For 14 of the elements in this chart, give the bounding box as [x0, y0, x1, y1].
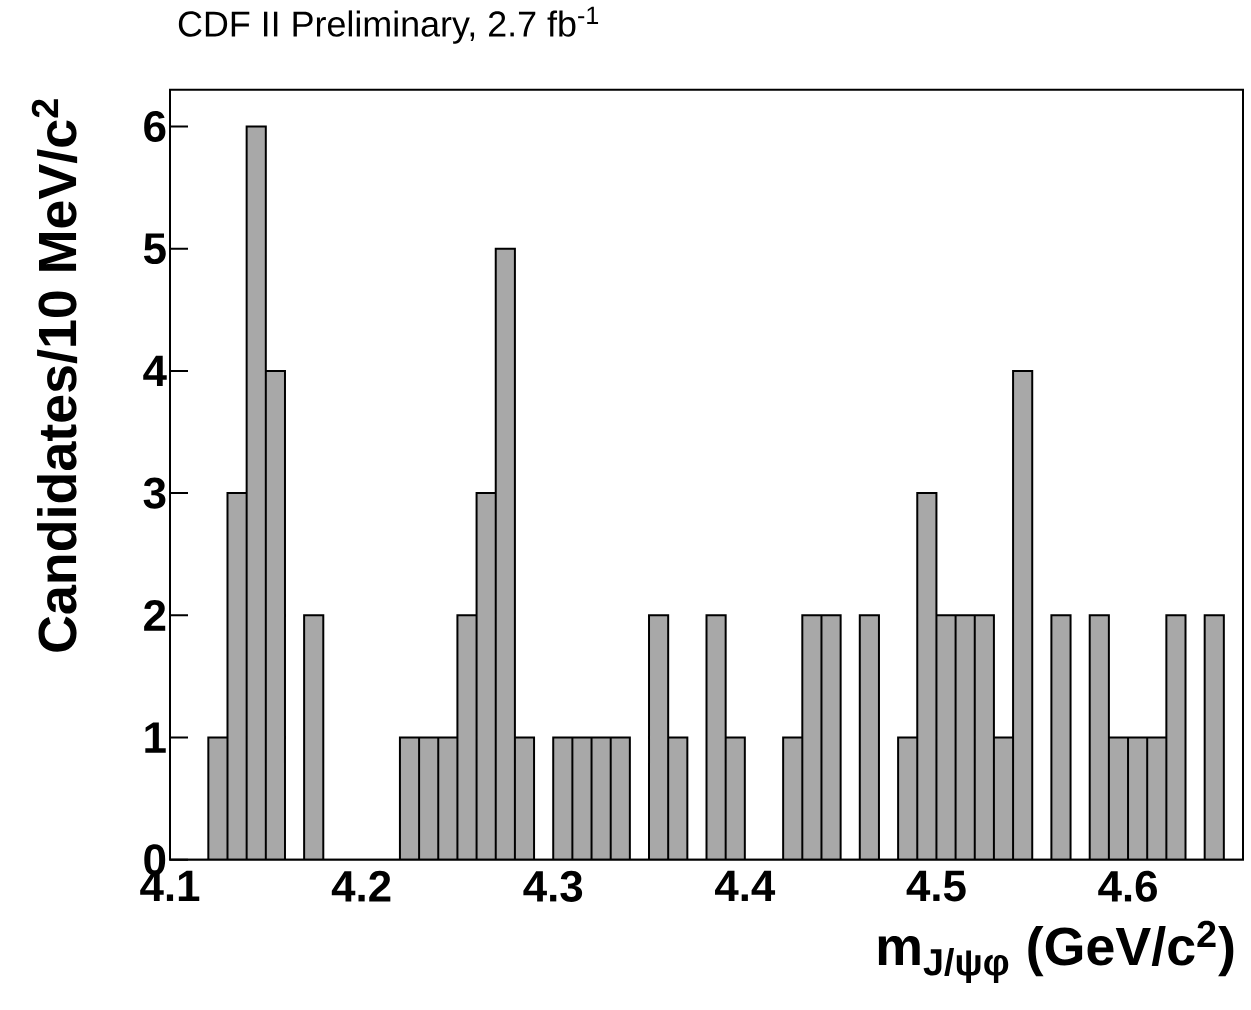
x-tick-label: 4.6 [1098, 870, 1157, 902]
x-tick-label: 4.2 [331, 870, 391, 902]
y-tick-label: 2 [144, 600, 166, 631]
y-axis-title: Candidates/10 MeV/c$^{2}$ [31, 99, 78, 652]
x-axis-title: m$_{J/ψφ}$ (GeV/c$^{2}$) [878, 920, 1234, 984]
x-tick-label: 4.4 [715, 870, 776, 902]
x-tick-label: 4.3 [523, 870, 583, 903]
x-tick-label: 4.5 [906, 870, 966, 902]
y-tick-label: 1 [145, 722, 166, 753]
y-tick-label: 5 [143, 233, 166, 265]
y-tick-label: 4 [143, 355, 167, 387]
y-tick-label: 3 [143, 477, 166, 509]
chart-title: CDF II Preliminary, 2.7 fb$^{-1}$ [178, 6, 599, 44]
y-tick-label: 6 [144, 111, 166, 143]
